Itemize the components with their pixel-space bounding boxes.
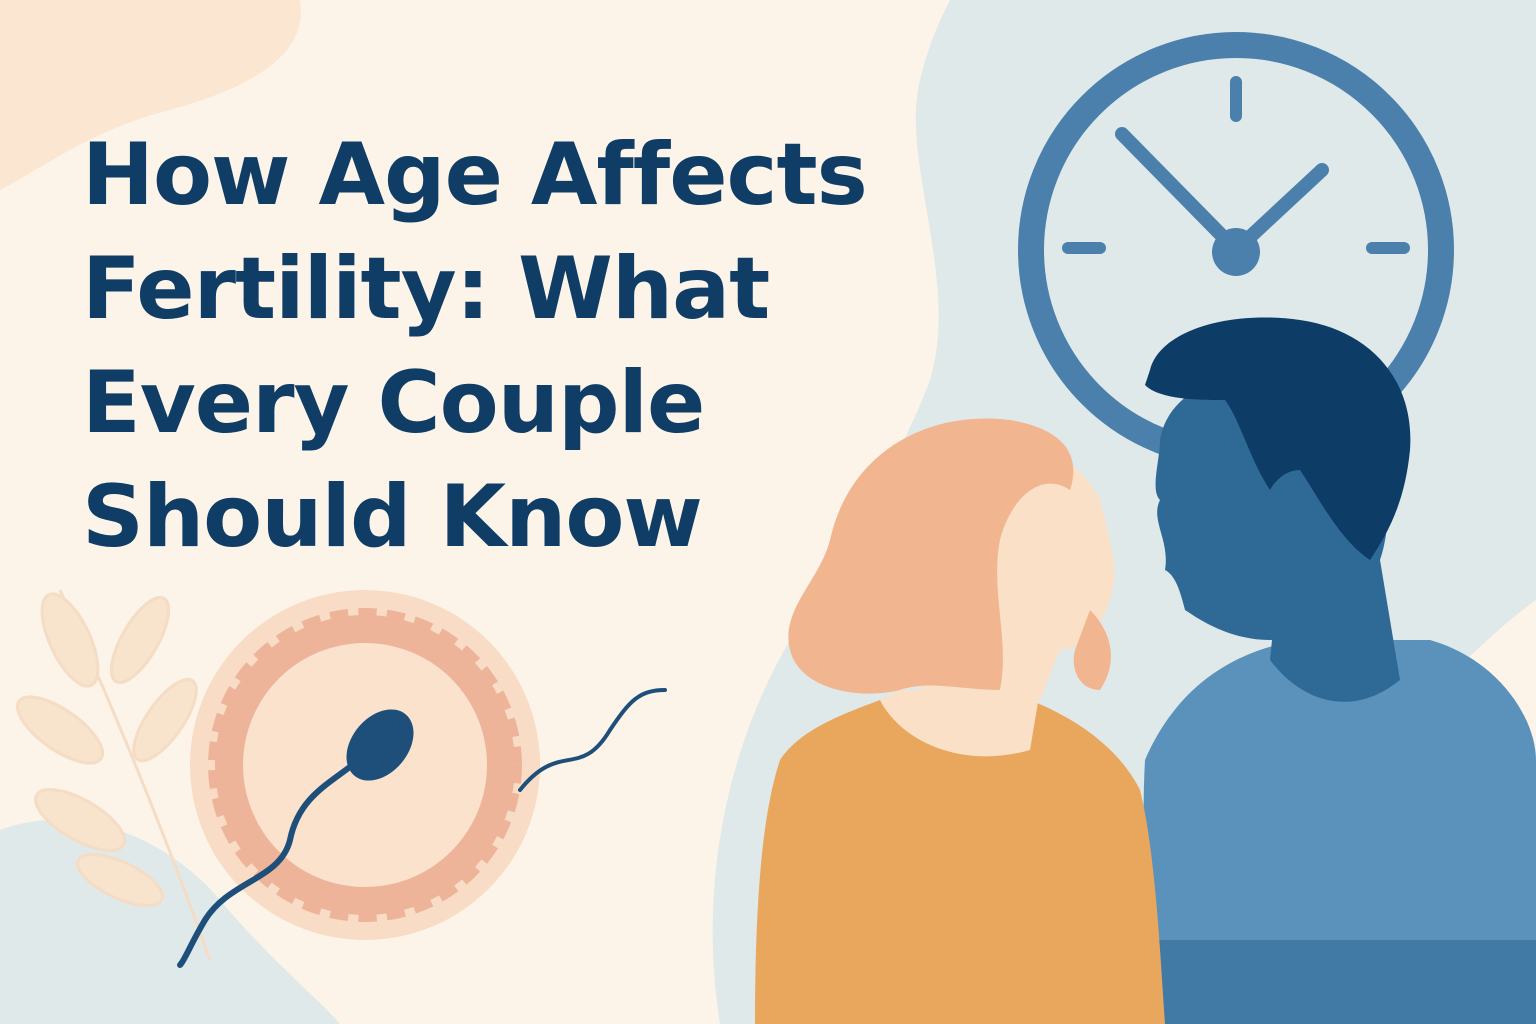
peach-blob [0,0,301,190]
sperm-icon [177,688,667,968]
title-line-1: How Age Affects [82,125,868,225]
page-title: How Age Affects Fertility: What Every Co… [82,118,868,574]
title-line-4: Should Know [82,467,703,567]
woman-figure [755,418,1165,1024]
leaf-branch-icon [15,589,212,961]
title-line-3: Every Couple [82,353,705,453]
title-line-2: Fertility: What [82,239,770,339]
man-figure [1143,317,1536,1024]
